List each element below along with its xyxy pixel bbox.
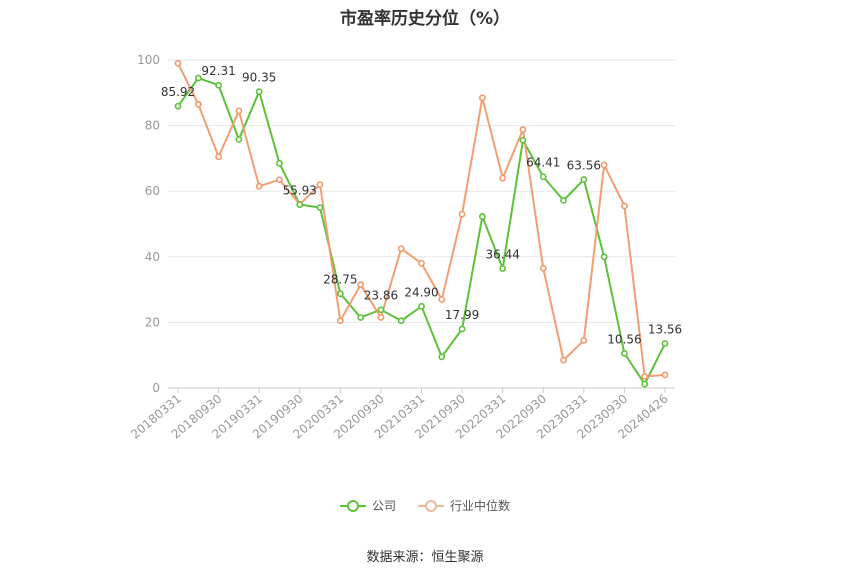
- industry-data-point: [194, 100, 202, 108]
- industry-data-point: [580, 337, 588, 344]
- company-data-point: [621, 349, 628, 357]
- y-tick-label: 0: [152, 381, 160, 395]
- industry-data-point: [438, 296, 446, 303]
- company-data-point: [296, 201, 304, 208]
- data-label: 90.35: [242, 71, 276, 85]
- industry-data-point: [215, 153, 222, 161]
- company-data-point: [519, 136, 527, 144]
- data-label: 23.86: [364, 289, 398, 303]
- industry-data-point: [377, 314, 385, 321]
- industry-data-point: [641, 373, 649, 380]
- industry-data-point: [276, 176, 283, 184]
- industry-data-point: [661, 371, 669, 379]
- company-data-point: [438, 353, 446, 361]
- industry-data-point: [336, 317, 344, 325]
- y-tick-label: 20: [145, 315, 160, 329]
- company-data-point: [336, 290, 344, 298]
- industry-data-point: [519, 126, 527, 133]
- industry-data-point: [235, 107, 243, 115]
- data-source: 数据来源：恒生聚源: [366, 550, 484, 565]
- data-label: 28.75: [323, 273, 357, 287]
- data-label: 17.99: [445, 308, 479, 322]
- company-data-point: [357, 314, 365, 321]
- industry-data-point: [499, 174, 507, 182]
- data-label: 92.31: [201, 64, 235, 78]
- industry-data-point: [174, 59, 182, 67]
- industry-data-point: [458, 210, 466, 218]
- company-data-point: [418, 302, 425, 310]
- series-line-company: [177, 77, 666, 386]
- company-data-point: [397, 317, 405, 325]
- data-label: 55.93: [283, 184, 317, 198]
- legend-item-company[interactable]: 公司: [339, 497, 396, 514]
- industry-data-point: [478, 94, 486, 102]
- data-label: 10.56: [607, 332, 641, 346]
- industry-data-point: [621, 202, 628, 210]
- company-data-point: [478, 213, 486, 220]
- data-labels: 85.92 92.31 90.35 55.93 28.75 23.86 24.90 17.99…: [161, 64, 682, 346]
- company-data-point: [580, 176, 588, 183]
- y-tick-label: 100: [137, 53, 160, 67]
- chart-title: 市盈率历史分位（%）: [339, 9, 511, 29]
- company-data-point: [600, 253, 608, 261]
- data-label: 85.92: [161, 85, 195, 99]
- data-label: 24.90: [404, 285, 438, 299]
- data-label: 63.56: [567, 159, 601, 173]
- company-data-point: [255, 88, 263, 96]
- industry-data-point: [560, 356, 567, 364]
- grid-lines: [168, 59, 675, 323]
- company-data-point: [174, 102, 182, 110]
- series: [174, 59, 669, 388]
- company-data-point: [235, 135, 243, 143]
- industry-data-point: [316, 181, 324, 189]
- company-data-point: [377, 306, 385, 314]
- y-tick-label: 40: [145, 250, 160, 264]
- legend-label-industry-median: 行业中位数: [450, 499, 511, 513]
- data-label: 36.44: [485, 247, 519, 261]
- company-data-point: [458, 325, 466, 333]
- legend-line-marker-icon: [339, 499, 366, 513]
- company-data-point: [316, 204, 324, 211]
- industry-data-point: [255, 182, 263, 190]
- company-data-point: [661, 340, 669, 347]
- legend-line-marker-icon: [418, 499, 444, 513]
- company-data-point: [560, 196, 567, 204]
- industry-data-point: [397, 245, 405, 252]
- company-data-point: [276, 159, 283, 167]
- industry-data-point: [539, 264, 547, 272]
- company-data-point: [539, 173, 547, 181]
- company-data-point: [641, 380, 649, 388]
- data-label: 64.41: [526, 156, 560, 170]
- legend-item-industry-median[interactable]: 行业中位数: [418, 497, 510, 514]
- y-tick-label: 80: [145, 119, 160, 133]
- company-data-point: [499, 265, 507, 272]
- data-label: 13.56: [648, 323, 682, 337]
- legend: 公司 行业中位数: [0, 497, 850, 514]
- industry-data-point: [600, 161, 608, 169]
- y-tick-label: 60: [145, 184, 160, 198]
- company-data-point: [215, 81, 222, 89]
- industry-data-point: [418, 259, 425, 267]
- company-data-point: [194, 74, 202, 82]
- industry-data-point: [357, 281, 365, 289]
- legend-label-company: 公司: [371, 499, 396, 513]
